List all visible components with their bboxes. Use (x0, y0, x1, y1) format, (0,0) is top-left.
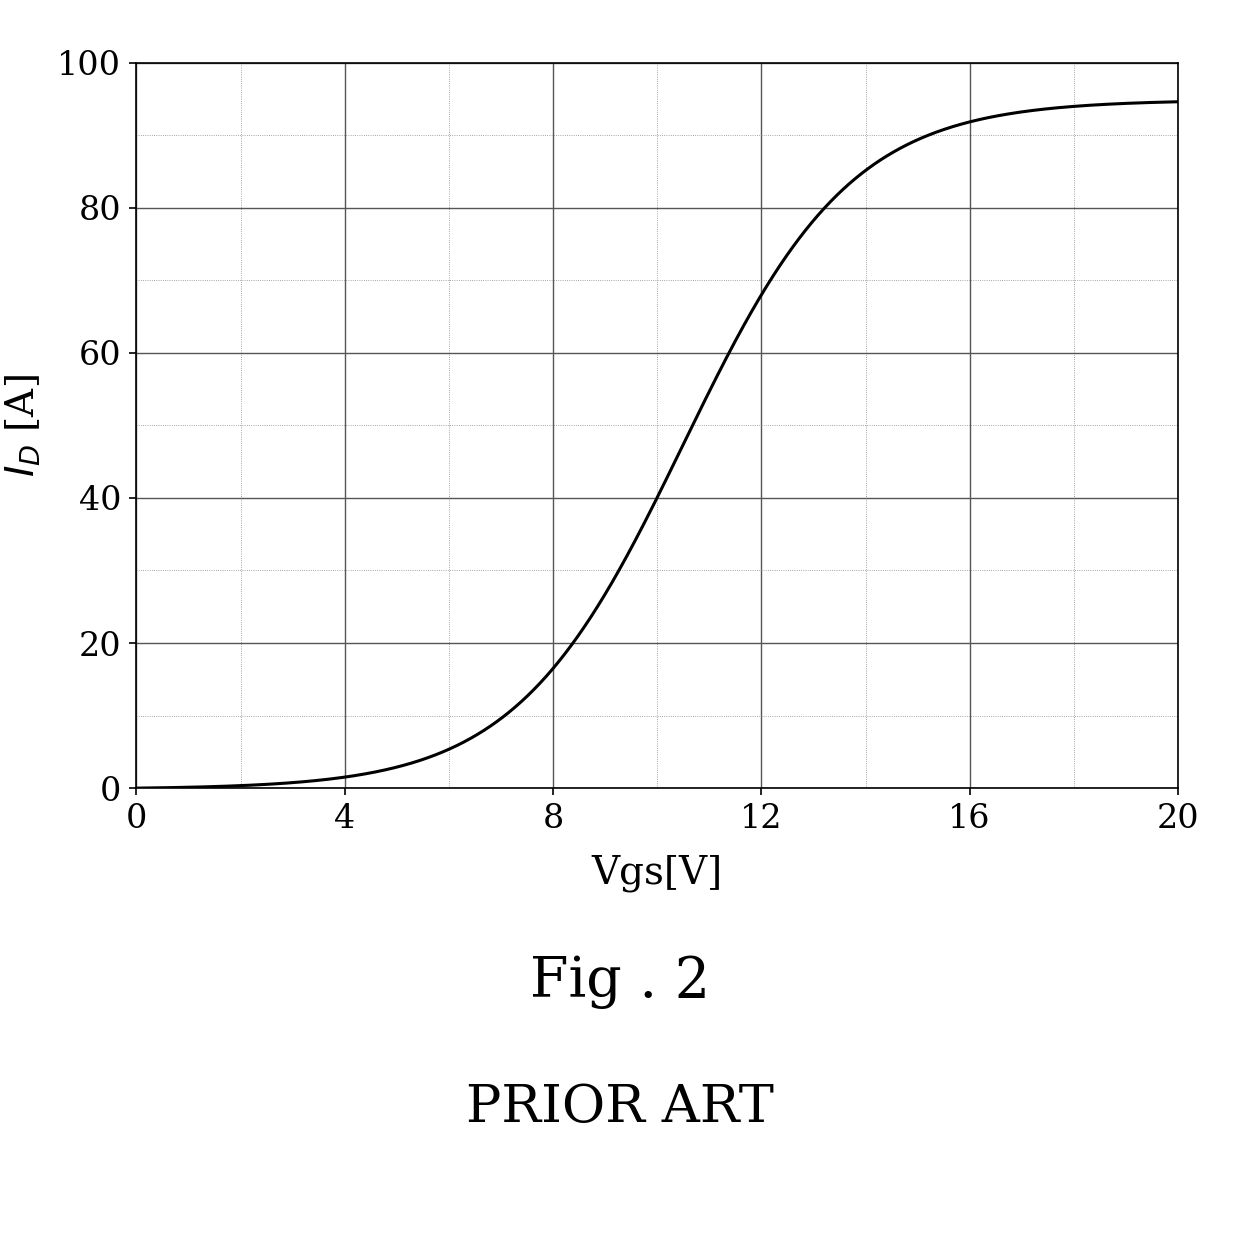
X-axis label: Vgs[V]: Vgs[V] (591, 854, 723, 892)
Y-axis label: $I_D$ [A]: $I_D$ [A] (4, 374, 42, 477)
Text: Fig . 2: Fig . 2 (529, 955, 711, 1010)
Text: PRIOR ART: PRIOR ART (466, 1082, 774, 1132)
